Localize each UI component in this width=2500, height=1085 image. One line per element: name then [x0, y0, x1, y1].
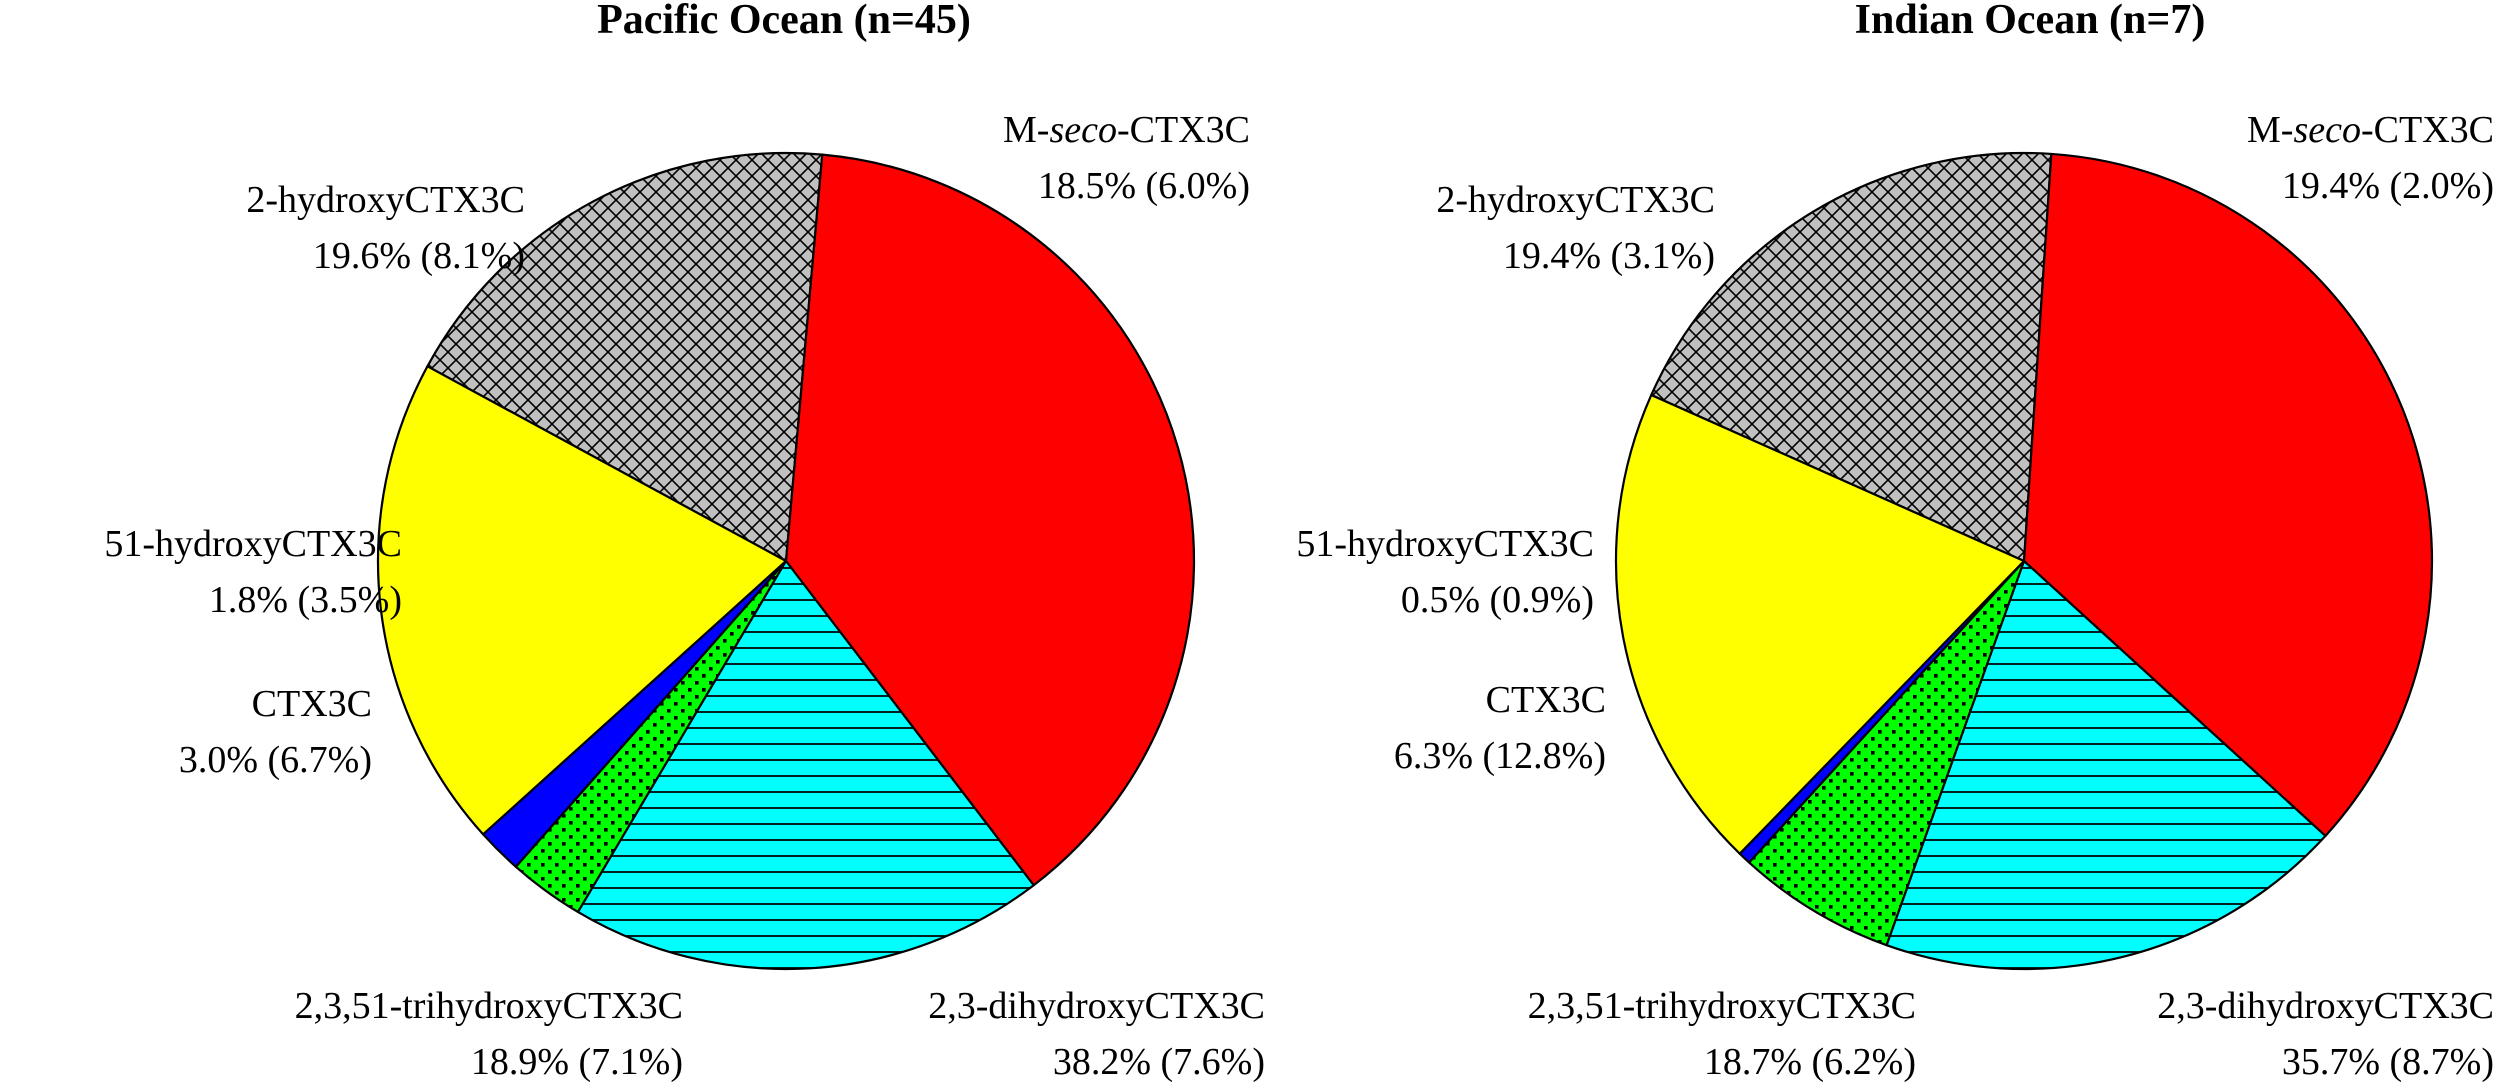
slice-labels-pacific: M-seco-CTX3C 18.5% (6.0%) 2-hydroxyCTX3C… [104, 109, 1265, 1083]
slice-value-mseco: 18.5% (6.0%) [1038, 165, 1250, 207]
slice-trihydroxy [1885, 559, 2327, 971]
slice-label-2hydroxy: 2-hydroxyCTX3C [1436, 179, 1715, 221]
slice-value-ctx3c: 3.0% (6.7%) [179, 739, 372, 781]
slice-2hydroxy [1614, 393, 2026, 855]
slice-labels-indian: M-seco-CTX3C 19.4% (2.0%) 2-hydroxyCTX3C… [1296, 109, 2494, 1083]
slice-label-dihydroxy: 2,3-dihydroxyCTX3C [928, 985, 1265, 1027]
slice-label-trihydroxy: 2,3,51-trihydroxyCTX3C [1528, 985, 1916, 1027]
pie-indian: Indian Ocean (n=7) [1614, 0, 2434, 971]
slice-trihydroxy [576, 559, 1035, 971]
slice-2hydroxy [376, 365, 788, 836]
slice-label-2hydroxy: 2-hydroxyCTX3C [246, 179, 525, 221]
slice-label-dihydroxy: 2,3-dihydroxyCTX3C [2157, 985, 2494, 1027]
slice-value-mseco: 19.4% (2.0%) [2282, 165, 2494, 207]
slice-value-51hydroxy: 1.8% (3.5%) [209, 579, 402, 621]
pie-pacific: Pacific Ocean (n=45) [376, 0, 1196, 971]
slice-value-2hydroxy: 19.6% (8.1%) [313, 235, 525, 277]
slice-label-mseco: M-seco-CTX3C [2247, 109, 2494, 151]
slice-label-ctx3c: CTX3C [1486, 679, 1606, 721]
slice-ctx3c [1748, 559, 2026, 947]
slice-mseco [426, 151, 824, 563]
slice-label-51hydroxy: 51-hydroxyCTX3C [1296, 523, 1594, 565]
slice-mseco [1650, 151, 2053, 563]
slice-value-ctx3c: 6.3% (12.8%) [1394, 735, 1606, 777]
slice-value-dihydroxy: 35.7% (8.7%) [2282, 1041, 2494, 1083]
pie-title-pacific: Pacific Ocean (n=45) [597, 0, 971, 43]
slice-label-trihydroxy: 2,3,51-trihydroxyCTX3C [295, 985, 683, 1027]
slice-label-51hydroxy: 51-hydroxyCTX3C [104, 523, 402, 565]
slice-value-dihydroxy: 38.2% (7.6%) [1053, 1041, 1265, 1083]
slice-value-trihydroxy: 18.9% (7.1%) [471, 1041, 683, 1083]
slice-value-2hydroxy: 19.4% (3.1%) [1503, 235, 1715, 277]
slice-label-ctx3c: CTX3C [252, 683, 372, 725]
pie-title-indian: Indian Ocean (n=7) [1855, 0, 2206, 43]
slice-label-mseco: M-seco-CTX3C [1003, 109, 1250, 151]
slice-value-trihydroxy: 18.7% (6.2%) [1704, 1041, 1916, 1083]
slice-dihydroxy [784, 153, 1196, 887]
slice-value-51hydroxy: 0.5% (0.9%) [1401, 579, 1594, 621]
slice-dihydroxy [2022, 152, 2434, 837]
